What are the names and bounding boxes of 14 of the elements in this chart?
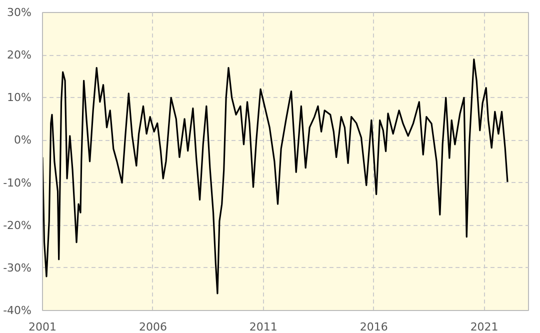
line-series — [42, 58, 508, 294]
y-tick-label: -10% — [3, 176, 32, 190]
x-tick-label: 2021 — [470, 320, 498, 333]
x-tick-label: 2016 — [360, 320, 388, 333]
x-tick-label: 2011 — [249, 320, 278, 333]
y-tick-label: 10% — [7, 91, 32, 104]
y-tick-label: -20% — [3, 218, 32, 232]
y-tick-label: 0% — [14, 134, 32, 147]
x-tick-label: 2006 — [138, 320, 167, 333]
x-tick-label: 2001 — [28, 320, 57, 333]
y-tick-label: 30% — [7, 6, 32, 19]
y-tick-label: -40% — [3, 304, 32, 317]
y-tick-label: -30% — [3, 261, 32, 274]
y-tick-label: 20% — [7, 48, 32, 62]
